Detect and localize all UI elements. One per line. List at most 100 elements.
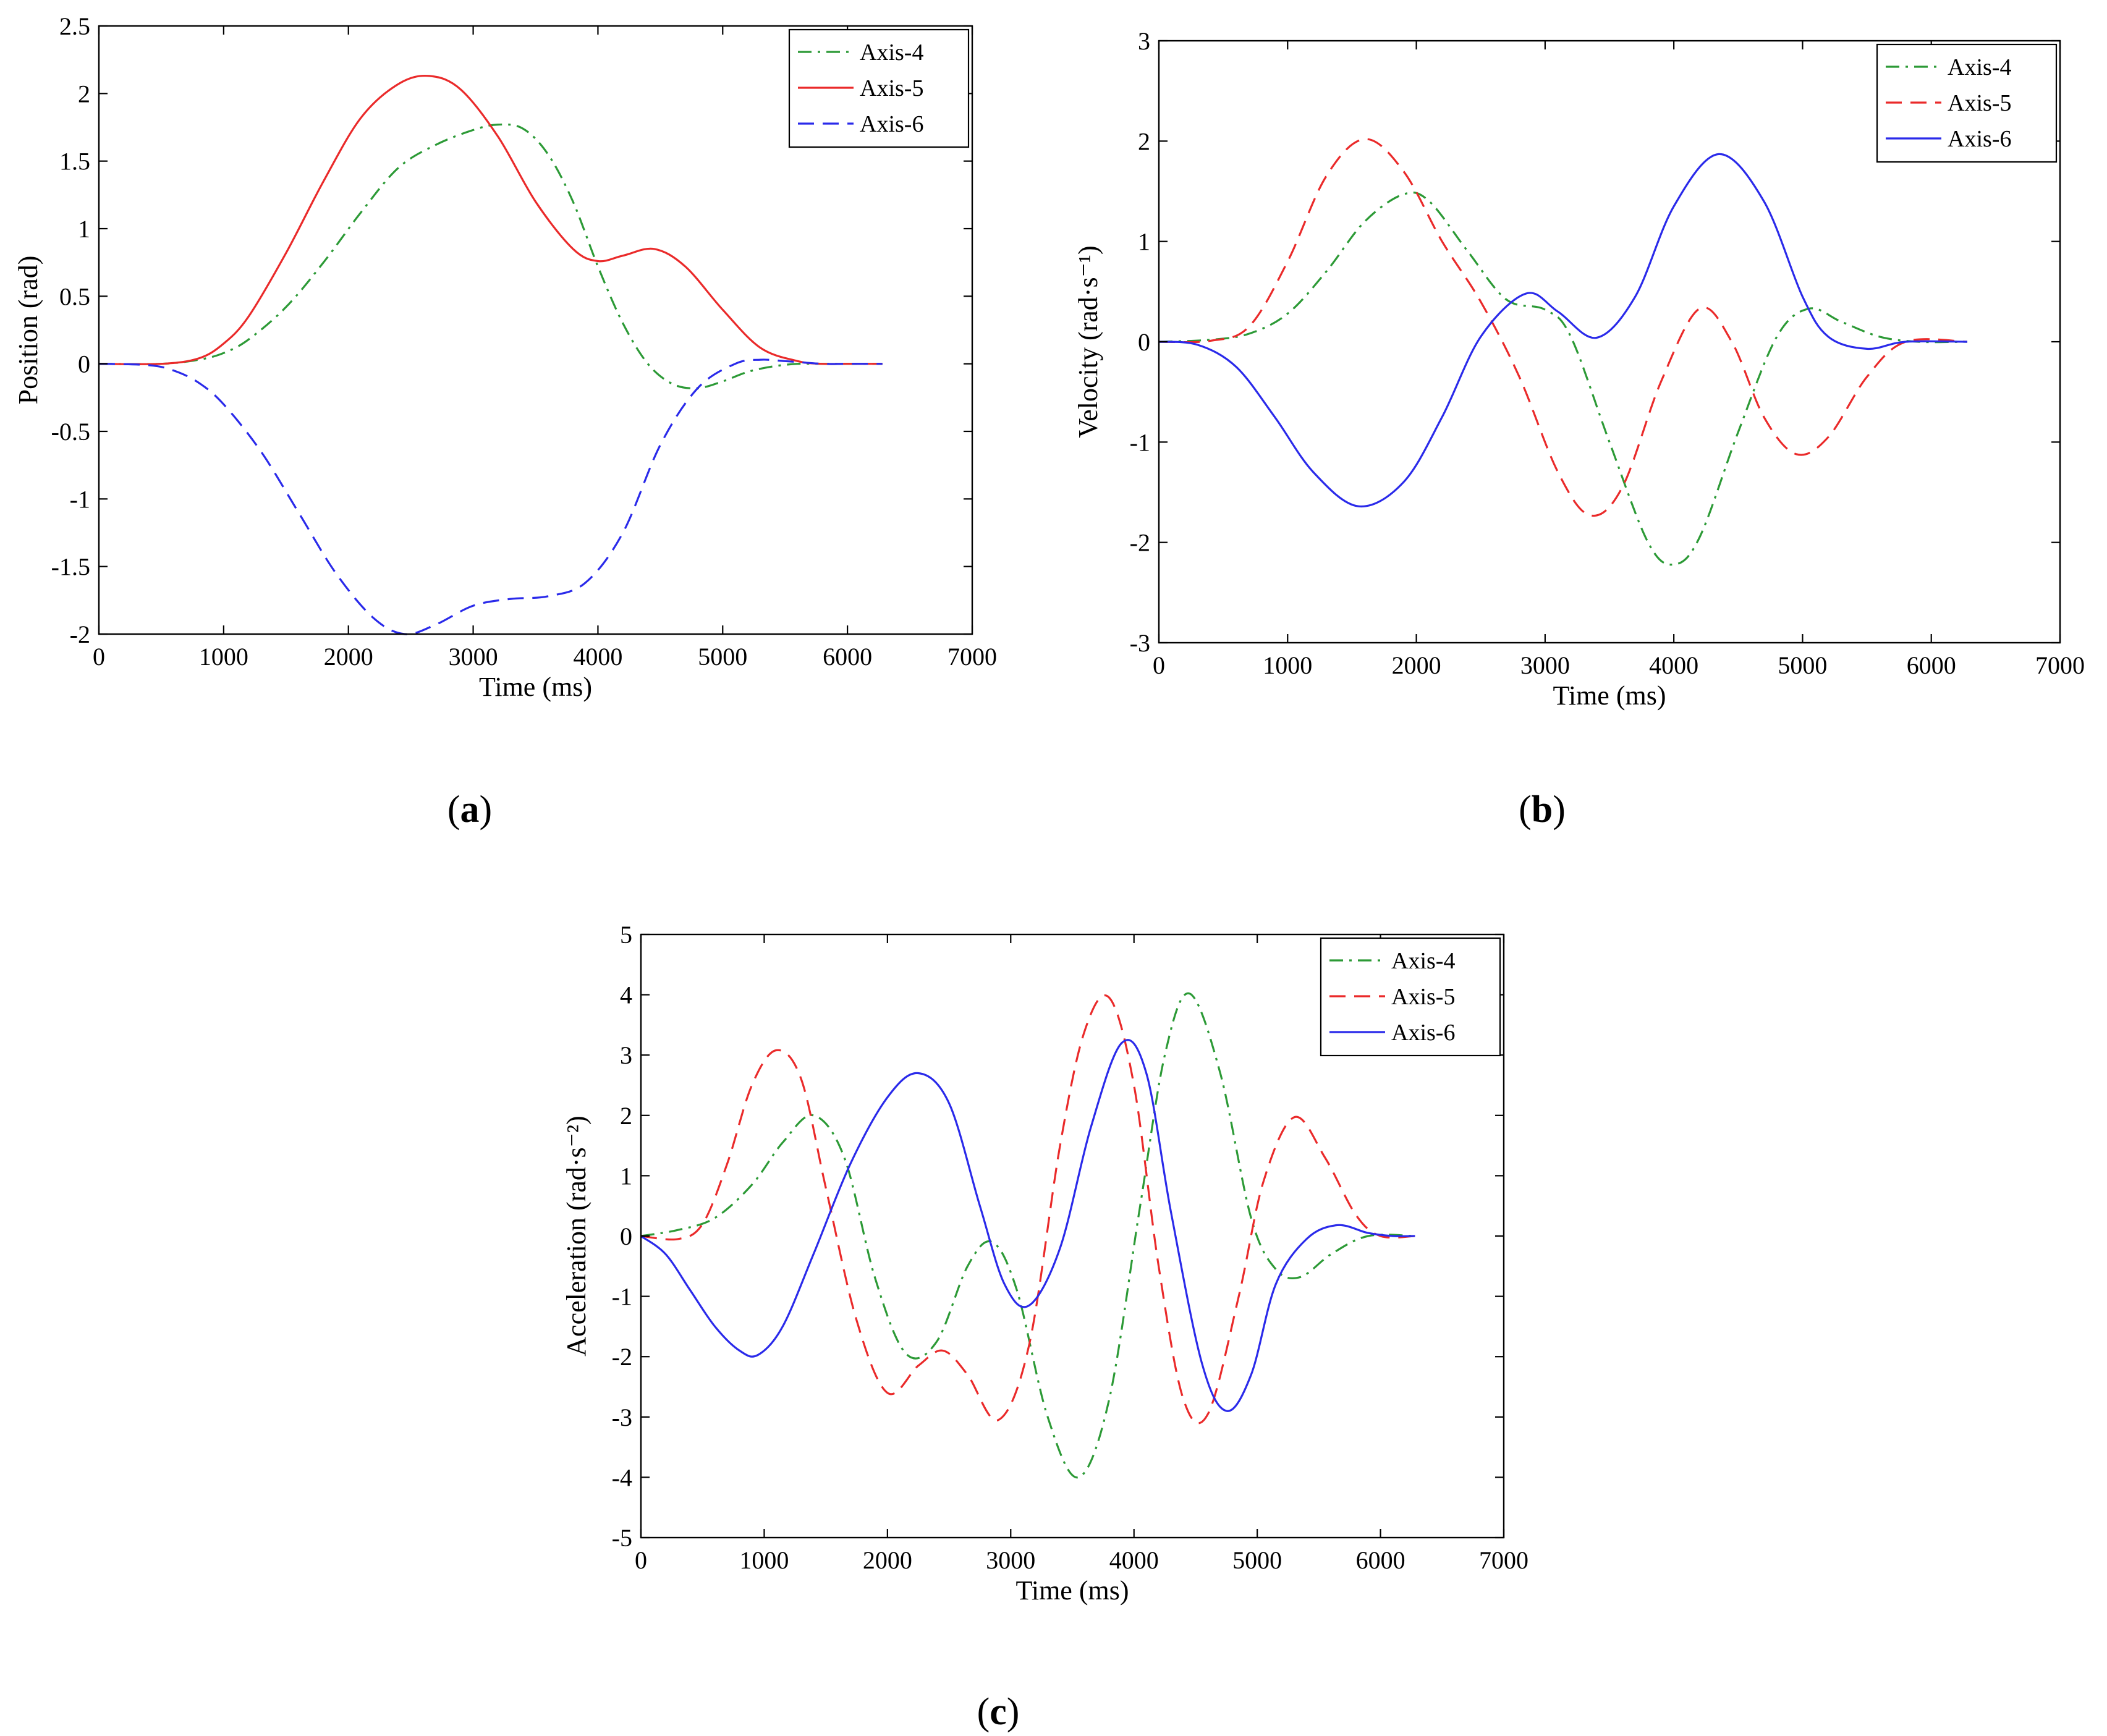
- panel-label-open: (: [977, 1691, 990, 1733]
- y-tick-label: 0.5: [59, 282, 90, 310]
- panel-label-close: ): [480, 789, 493, 831]
- panel-label: (c): [977, 1691, 1020, 1733]
- x-tick-label: 4000: [573, 643, 622, 671]
- x-tick-label: 1000: [1263, 651, 1312, 679]
- y-tick-label: -1: [1130, 428, 1150, 456]
- legend-label: Axis-5: [860, 75, 923, 101]
- x-tick-label: 4000: [1649, 651, 1698, 679]
- x-tick-label: 3000: [986, 1546, 1035, 1574]
- y-tick-label: 5: [620, 921, 632, 949]
- series-line-axis-5: [641, 994, 1415, 1425]
- y-axis-title: Position (rad): [13, 256, 43, 405]
- x-tick-label: 5000: [1232, 1546, 1282, 1574]
- plot-area-frame: [98, 25, 973, 635]
- x-tick-label: 3000: [1520, 651, 1570, 679]
- panel-label: (a): [447, 789, 492, 831]
- y-tick-label: -1.5: [51, 553, 90, 581]
- x-axis-title: Time (ms): [479, 672, 592, 702]
- y-tick-label: 0: [78, 350, 90, 378]
- x-tick-label: 0: [93, 643, 105, 671]
- panel-label-letter: a: [460, 789, 480, 831]
- y-tick-label: -4: [612, 1463, 632, 1491]
- x-tick-label: 7000: [948, 643, 997, 671]
- series-line-axis-6: [1159, 153, 1968, 508]
- y-tick-label: 1.5: [59, 148, 90, 176]
- x-axis-title: Time (ms): [1016, 1575, 1129, 1606]
- series-line-axis-4: [1159, 191, 1968, 566]
- panel-label-open: (: [1519, 789, 1532, 831]
- legend: Axis-4 Axis-5 Axis-6: [1320, 937, 1501, 1057]
- x-axis-title: Time (ms): [1553, 680, 1666, 711]
- y-axis-title: Velocity (rad·s⁻¹): [1073, 245, 1103, 438]
- panel-label: (b): [1519, 789, 1566, 831]
- y-tick-label: -2: [1130, 529, 1150, 557]
- y-tick-label: -2: [612, 1343, 632, 1371]
- y-tick-label: -3: [1130, 629, 1150, 657]
- legend: Axis-4 Axis-5 Axis-6: [1876, 43, 2058, 163]
- panel-label-close: ): [1553, 789, 1566, 831]
- legend-box: [1876, 43, 2058, 163]
- panel-label-letter: b: [1532, 789, 1553, 831]
- x-tick-label: 6000: [1907, 651, 1956, 679]
- legend-box: [1320, 937, 1501, 1057]
- chart-panel-b: 0 1000 2000 3000 4000 5000 6000 7000 -3 -2 -1 0 1 2 3 T…: [1073, 27, 2085, 831]
- y-tick-label: 0: [1138, 328, 1150, 356]
- x-tick-label: 1000: [199, 643, 248, 671]
- x-tick-label: 2000: [324, 643, 373, 671]
- y-tick-label: -5: [612, 1524, 632, 1552]
- legend-label: Axis-6: [860, 111, 923, 137]
- x-tick-label: 4000: [1109, 1546, 1159, 1574]
- series-line-axis-5: [1159, 138, 1968, 517]
- x-tick-label: 1000: [739, 1546, 789, 1574]
- legend-label: Axis-6: [1948, 126, 2011, 152]
- legend-label: Axis-5: [1948, 90, 2011, 116]
- legend: Axis-4 Axis-5 Axis-6: [788, 28, 970, 148]
- legend-label: Axis-4: [1948, 54, 2011, 80]
- y-axis-title: Acceleration (rad·s⁻²): [561, 1116, 591, 1356]
- y-tick-label: -1: [70, 485, 90, 513]
- y-tick-label: 2: [1138, 127, 1150, 155]
- series-group: [99, 74, 883, 635]
- x-tick-label: 0: [635, 1546, 647, 1574]
- x-tick-label: 6000: [1356, 1546, 1405, 1574]
- y-tick-label: 2: [620, 1102, 632, 1130]
- y-tick-label: -1: [612, 1283, 632, 1311]
- series-group: [641, 992, 1415, 1479]
- y-tick-label: 1: [620, 1162, 632, 1190]
- y-tick-label: 1: [1138, 228, 1150, 256]
- x-tick-label: 3000: [449, 643, 498, 671]
- legend-label: Axis-4: [860, 40, 923, 66]
- x-tick-label: 7000: [2035, 651, 2085, 679]
- chart-panel-a: 0 1000 2000 3000 4000 5000 6000 7000 -2 -1.5 -1 -0.…: [13, 12, 997, 831]
- x-tick-label: 2000: [863, 1546, 912, 1574]
- y-tick-label: -2: [70, 620, 90, 648]
- x-tick-label: 6000: [823, 643, 872, 671]
- series-line-axis-6: [641, 1039, 1415, 1412]
- panel-label-close: ): [1007, 1691, 1020, 1733]
- chart-panel-c: 0 1000 2000 3000 4000 5000 6000 7000 -5 -4 -3 -2 -1 0…: [561, 921, 1528, 1733]
- y-tick-label: 3: [1138, 27, 1150, 55]
- y-tick-label: 0: [620, 1222, 632, 1250]
- x-tick-label: 5000: [698, 643, 747, 671]
- y-tick-label: -3: [612, 1404, 632, 1431]
- legend-label: Axis-4: [1391, 948, 1455, 974]
- series-line-axis-5: [99, 74, 883, 365]
- panel-label-letter: c: [990, 1691, 1007, 1733]
- legend-label: Axis-6: [1391, 1020, 1455, 1046]
- y-tick-label: 3: [620, 1041, 632, 1069]
- x-tick-label: 7000: [1479, 1546, 1528, 1574]
- y-tick-label: -0.5: [51, 418, 90, 446]
- legend-label: Axis-5: [1391, 984, 1455, 1010]
- x-tick-label: 5000: [1778, 651, 1827, 679]
- series-line-axis-4: [641, 992, 1415, 1479]
- series-line-axis-4: [99, 123, 883, 389]
- y-tick-label: 1: [78, 215, 90, 243]
- x-tick-label: 2000: [1392, 651, 1441, 679]
- panel-label-open: (: [447, 789, 460, 831]
- y-tick-label: 4: [620, 981, 632, 1009]
- y-tick-label: 2.5: [59, 12, 90, 40]
- series-group: [1159, 138, 1968, 566]
- series-line-axis-6: [99, 358, 883, 635]
- x-tick-label: 0: [1153, 651, 1165, 679]
